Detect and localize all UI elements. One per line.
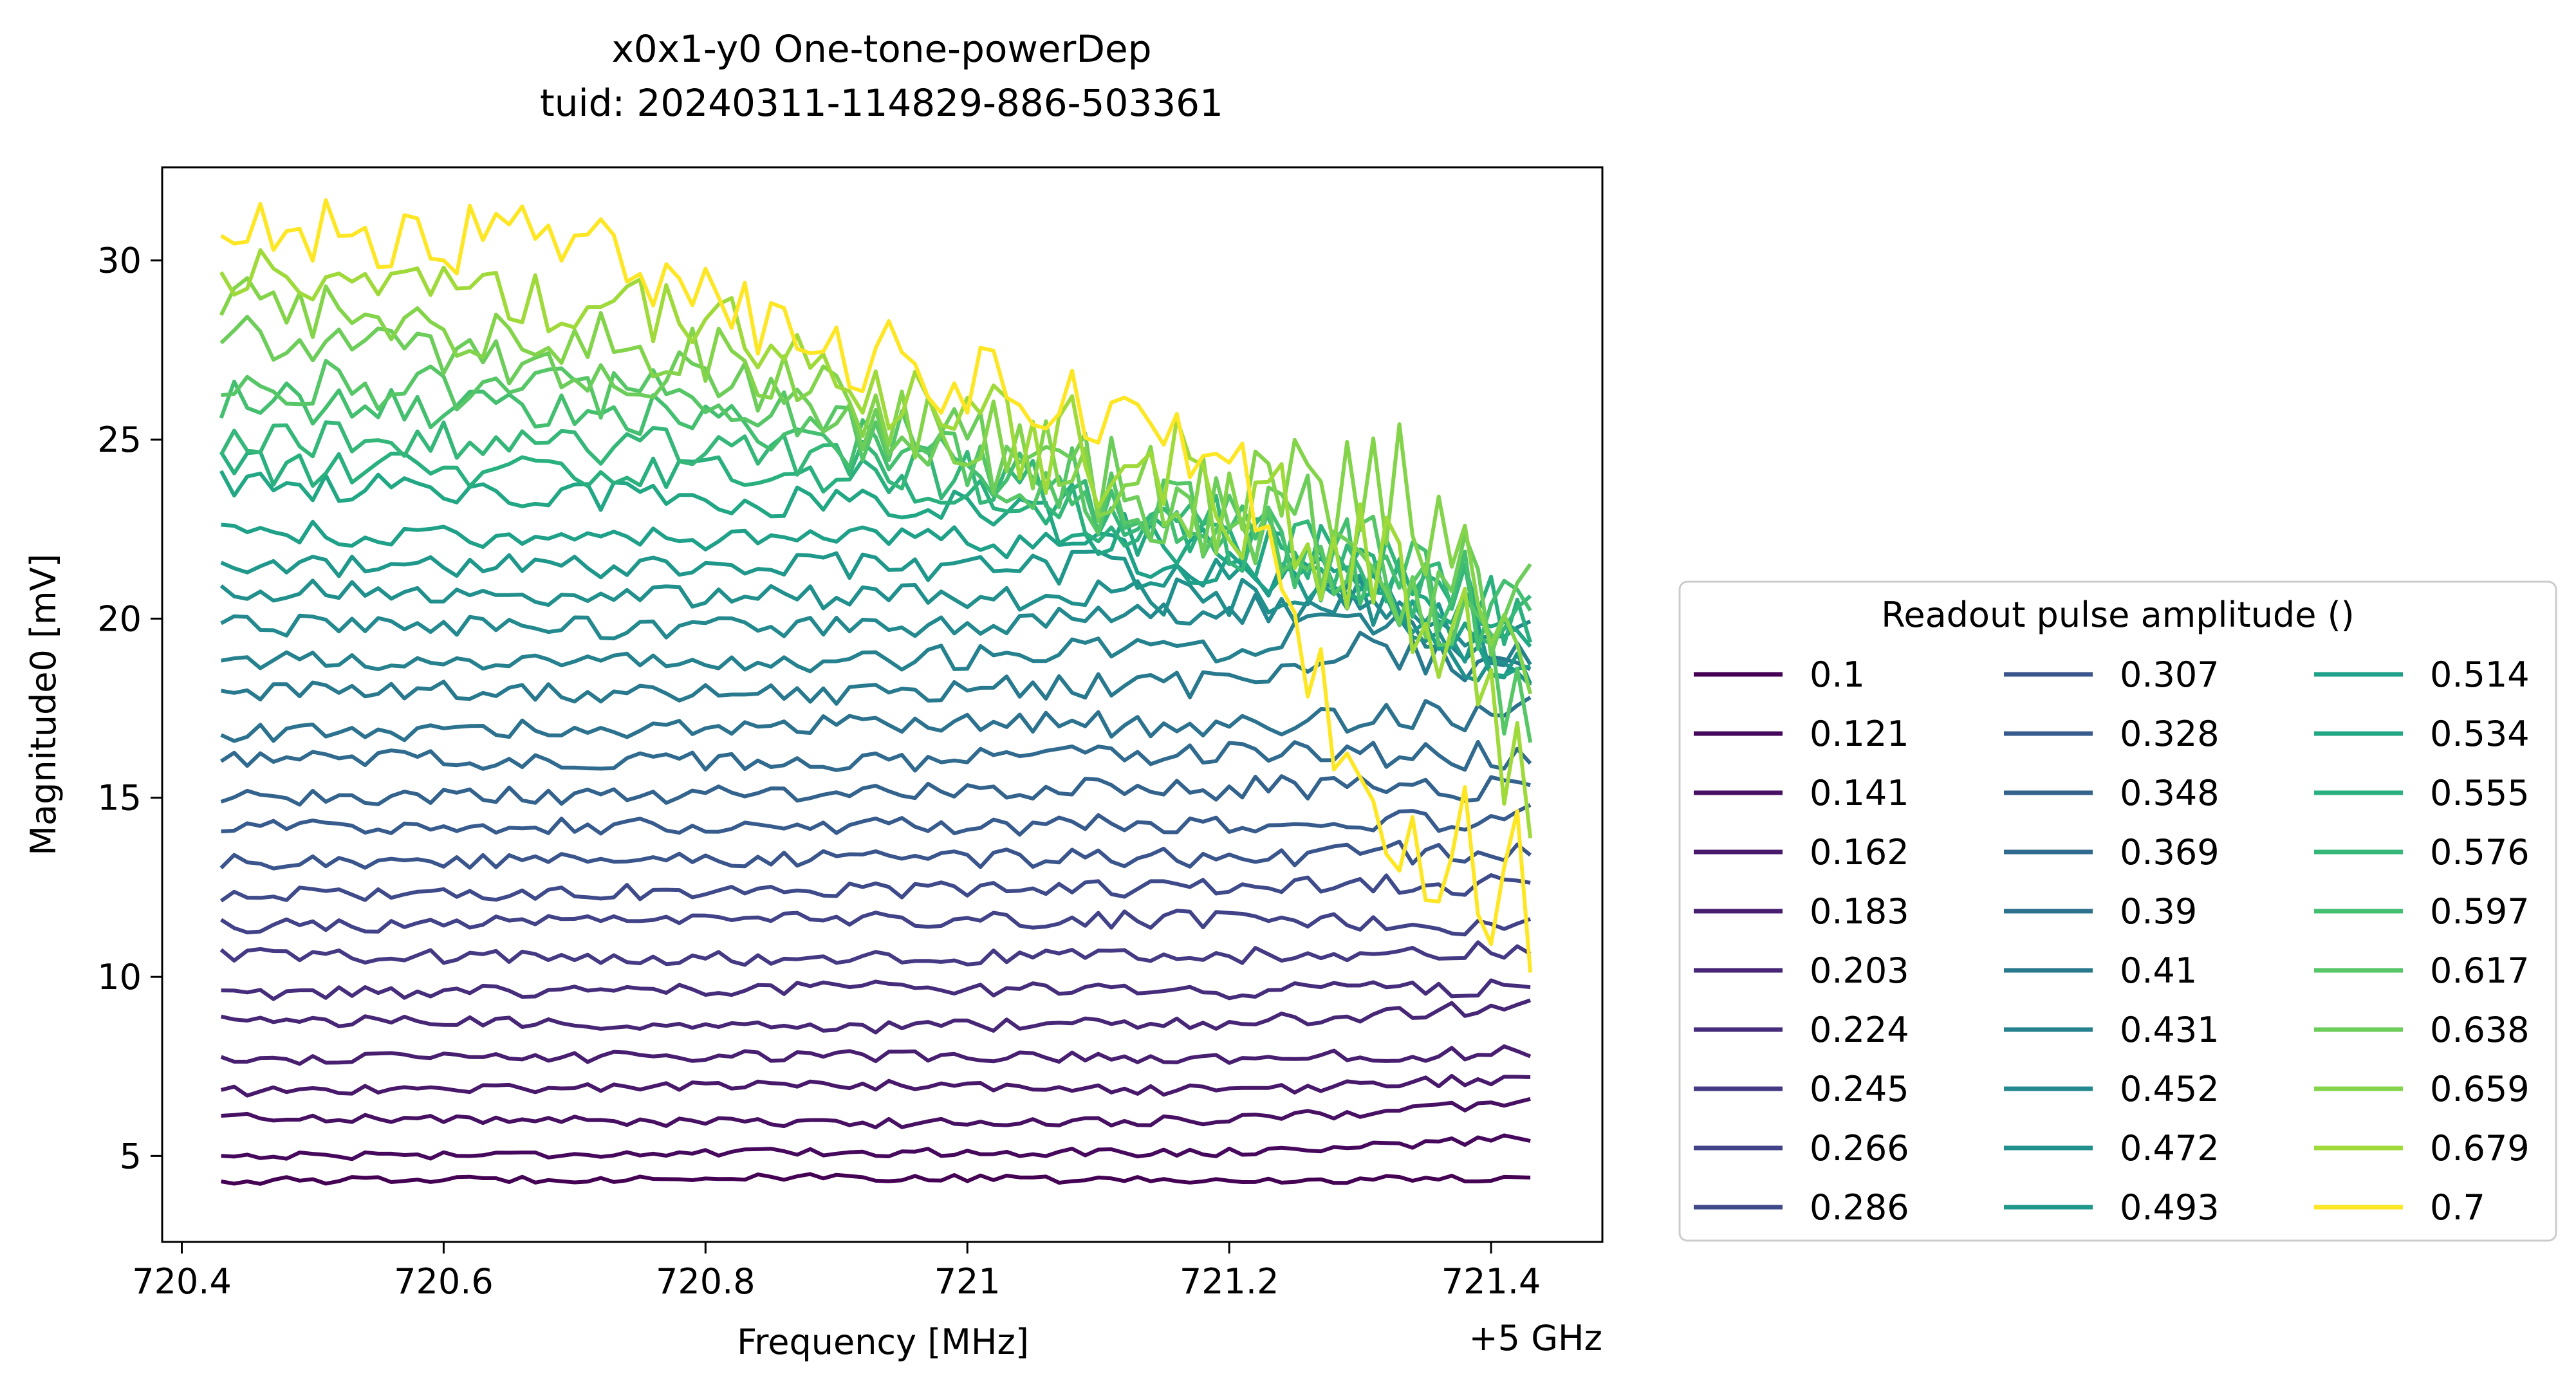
legend-label: 0.162: [1810, 832, 1909, 873]
legend-label: 0.41: [2120, 950, 2197, 991]
series-line-0.203: [220, 998, 1532, 1035]
series-line-0.307: [219, 839, 1532, 871]
legend-entries: 0.1 0.121 0.141 0.162 0.183 0.203 0.224 0.245 0.…: [1694, 654, 2530, 1228]
x-tick-label: 721.2: [1180, 1261, 1279, 1302]
legend-label: 0.245: [1810, 1069, 1909, 1109]
legend: Readout pulse amplitude () 0.1 0.121 0.141…: [1678, 580, 2557, 1242]
x-tick-label: 721.4: [1441, 1261, 1541, 1302]
series-line-0.638: [219, 315, 1532, 657]
series-line-0.41: [221, 631, 1532, 706]
chart-title-line-2: tuid: 20240311-114829-886-503361: [540, 81, 1223, 125]
series-line-0.679: [219, 248, 1533, 838]
series-line-0.141: [221, 1097, 1531, 1129]
legend-label: 0.659: [2430, 1069, 2530, 1109]
legend-label: 0.638: [2430, 1010, 2530, 1050]
legend-label: 0.266: [1810, 1128, 1909, 1169]
series-line-0.659: [219, 276, 1532, 694]
legend-label: 0.121: [1810, 714, 1909, 754]
legend-label: 0.39: [2120, 891, 2197, 932]
legend-label: 0.348: [2120, 773, 2219, 813]
x-axis-offset-label: +5 GHz: [1469, 1318, 1602, 1358]
series-line-0.286: [219, 873, 1531, 903]
x-tick-label: 720.4: [132, 1261, 232, 1302]
legend-label: 0.369: [2120, 832, 2219, 873]
series-line-0.121: [221, 1133, 1531, 1161]
series-line-0.39: [220, 696, 1532, 743]
legend-label: 0.597: [2430, 891, 2530, 932]
legend-label: 0.617: [2430, 950, 2530, 991]
series-line-0.348: [220, 774, 1531, 807]
series-line-0.493: [220, 550, 1532, 685]
x-tick-label: 720.8: [656, 1261, 755, 1302]
legend-label: 0.307: [2120, 654, 2219, 695]
series-line-0.266: [219, 909, 1532, 937]
y-tick-label: 5: [120, 1136, 142, 1176]
series-line-0.576: [219, 420, 1532, 646]
legend-label: 0.224: [1810, 1010, 1909, 1050]
legend-label: 0.1: [1810, 654, 1865, 695]
legend-label: 0.555: [2430, 773, 2530, 813]
legend-frame: [1678, 580, 2557, 1242]
chart-title-line-1: x0x1-y0 One-tone-powerDep: [611, 27, 1151, 71]
series-line-0.369: [219, 739, 1532, 773]
legend-label: 0.183: [1810, 891, 1909, 932]
legend-label: 0.514: [2430, 654, 2530, 695]
legend-label: 0.679: [2430, 1128, 2530, 1169]
y-tick-label: 25: [97, 420, 142, 460]
series-layer: [219, 198, 1533, 1186]
legend-label: 0.576: [2430, 832, 2530, 873]
legend-label: 0.452: [2120, 1069, 2219, 1109]
legend-label: 0.141: [1810, 773, 1909, 813]
series-line-0.328: [221, 803, 1532, 837]
y-tick-label: 10: [97, 957, 142, 997]
series-line-0.431: [221, 611, 1532, 674]
series-line-0.1: [221, 1172, 1531, 1186]
x-tick-label: 721: [934, 1261, 1001, 1302]
legend-label: 0.203: [1810, 950, 1909, 991]
x-axis: 720.4 720.6 720.8 721 721.2 721.4: [132, 1242, 1541, 1302]
series-line-0.183: [220, 1044, 1532, 1066]
series-line-0.224: [221, 978, 1531, 1001]
legend-label: 0.286: [1810, 1187, 1909, 1228]
legend-label: 0.328: [2120, 714, 2219, 754]
legend-label: 0.472: [2120, 1128, 2219, 1169]
x-tick-label: 720.6: [394, 1261, 494, 1302]
y-axis-label: Magnitude0 [mV]: [23, 553, 64, 855]
series-line-0.162: [220, 1073, 1531, 1098]
series-line-0.245: [219, 940, 1532, 967]
y-tick-label: 20: [97, 598, 142, 639]
y-tick-label: 30: [97, 241, 142, 281]
y-tick-label: 15: [97, 778, 142, 819]
legend-label: 0.431: [2120, 1010, 2219, 1050]
y-axis: 5 10 15 20 25 30: [97, 241, 162, 1176]
legend-label: 0.534: [2430, 714, 2530, 754]
x-axis-label: Frequency [MHz]: [737, 1322, 1029, 1362]
legend-label: 0.7: [2430, 1187, 2485, 1228]
legend-label: 0.493: [2120, 1187, 2219, 1228]
series-line-0.452: [220, 583, 1532, 648]
legend-title: Readout pulse amplitude (): [1881, 595, 2355, 635]
series-line-0.7: [220, 198, 1533, 973]
